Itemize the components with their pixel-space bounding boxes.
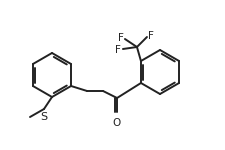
Text: O: O xyxy=(112,118,120,128)
Text: S: S xyxy=(40,112,47,122)
Text: F: F xyxy=(115,45,121,55)
Text: F: F xyxy=(148,31,154,41)
Text: F: F xyxy=(118,33,124,43)
